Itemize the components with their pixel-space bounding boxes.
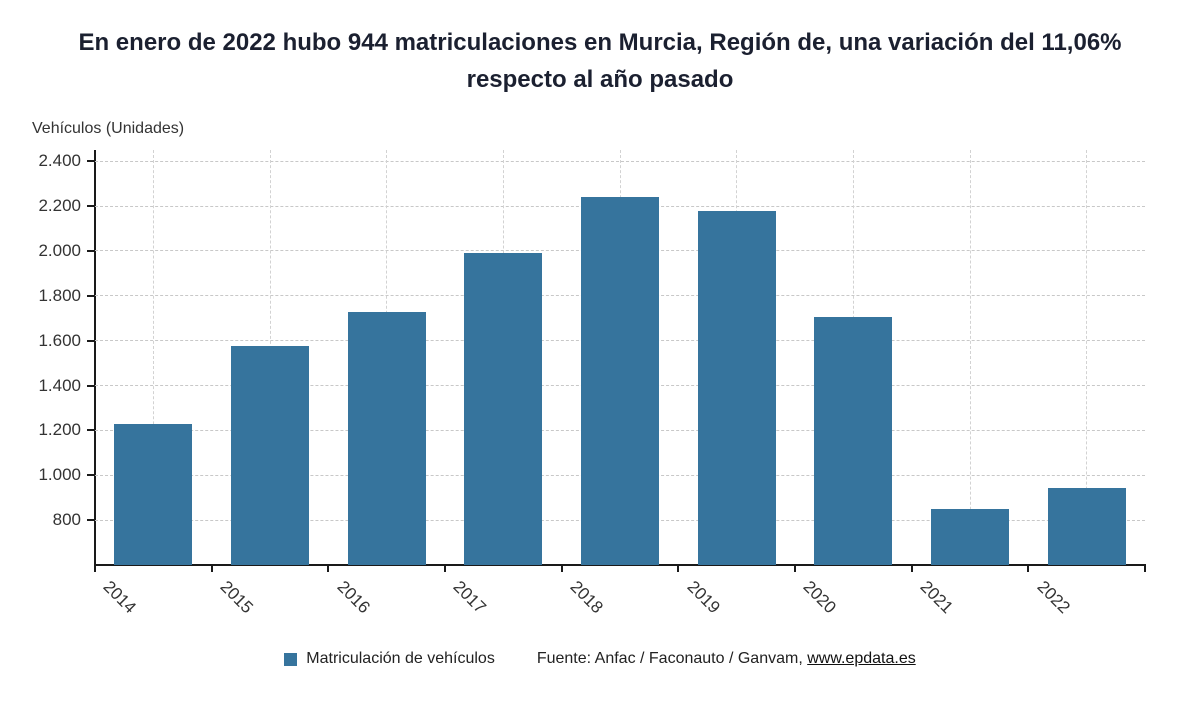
x-tick-label: 2017 <box>449 577 491 618</box>
y-axis-title: Vehículos (Unidades) <box>32 120 185 137</box>
legend-item[interactable]: Matriculación de vehículos <box>284 650 495 668</box>
x-gridline <box>152 150 154 565</box>
bar[interactable] <box>931 508 1009 565</box>
source-prefix: Fuente: Anfac / Faconauto / Ganvam, <box>536 650 808 667</box>
x-tick-label: 2021 <box>916 577 957 618</box>
y-tick-label: 1.800 <box>38 285 81 305</box>
bar[interactable] <box>114 423 193 565</box>
x-gridline <box>1086 150 1088 565</box>
x-tick <box>677 565 680 572</box>
x-tick-label: 2019 <box>683 577 724 618</box>
x-tick <box>210 565 213 572</box>
source-text: Fuente: Anfac / Faconauto / Ganvam, www.… <box>537 650 916 668</box>
y-tick-label: 2.200 <box>38 196 81 216</box>
x-tick-label: 2020 <box>799 577 841 618</box>
x-tick <box>327 565 330 572</box>
y-tick <box>87 474 95 477</box>
y-tick-label: 1.400 <box>38 375 81 395</box>
y-tick-label: 2.000 <box>38 240 81 260</box>
legend-swatch-icon <box>284 652 298 666</box>
bar[interactable] <box>1047 487 1126 565</box>
x-tick <box>444 565 446 572</box>
y-tick <box>87 205 95 208</box>
bar[interactable] <box>814 317 893 565</box>
y-tick-label: 2.400 <box>38 151 81 171</box>
x-tick-label: 2022 <box>1033 577 1074 618</box>
x-tick-label: 2016 <box>333 577 374 618</box>
x-gridline <box>969 150 971 565</box>
x-tick <box>1144 565 1146 572</box>
y-tick-label: 1.200 <box>38 420 81 440</box>
y-tick <box>87 249 95 252</box>
y-tick <box>87 339 95 342</box>
y-tick <box>87 294 95 297</box>
x-tick-label: 2014 <box>99 577 141 618</box>
y-tick <box>87 519 95 522</box>
y-tick-label: 1.000 <box>38 465 81 485</box>
legend-label: Matriculación de vehículos <box>306 650 495 667</box>
y-tick <box>87 384 95 387</box>
y-tick-label: 1.600 <box>38 330 81 350</box>
chart-footer: Matriculación de vehículos Fuente: Anfac… <box>0 650 1200 668</box>
x-tick <box>560 565 563 572</box>
x-tick <box>94 565 96 572</box>
x-axis-line <box>94 564 1146 566</box>
x-tick-label: 2018 <box>566 577 607 618</box>
bar[interactable] <box>581 197 659 565</box>
chart-title: En enero de 2022 hubo 944 matriculacione… <box>78 29 1122 94</box>
y-axis-line <box>94 150 96 566</box>
bar[interactable] <box>347 311 426 565</box>
bar[interactable] <box>464 253 543 565</box>
x-tick <box>1027 565 1030 572</box>
y-tick <box>87 160 95 163</box>
x-tick-label: 2015 <box>216 577 257 618</box>
x-tick <box>794 565 796 572</box>
source-link[interactable]: www.epdata.es <box>807 650 916 667</box>
bar[interactable] <box>697 210 776 565</box>
bar[interactable] <box>231 346 309 565</box>
y-tick-label: 800 <box>52 510 81 530</box>
y-tick <box>87 429 95 432</box>
x-tick <box>910 565 913 572</box>
